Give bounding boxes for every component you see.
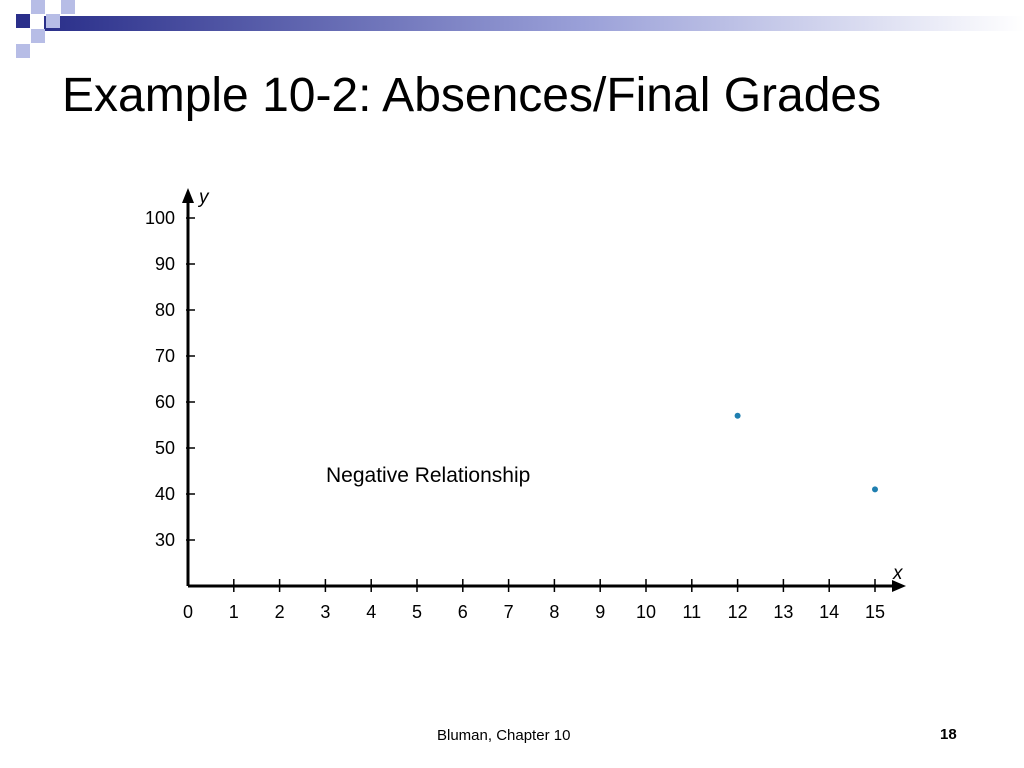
x-tick-label: 1 <box>229 602 239 622</box>
decor-square <box>31 29 45 43</box>
y-tick-label: 70 <box>155 346 175 366</box>
x-axis-label: x <box>892 563 904 584</box>
x-tick-label: 2 <box>275 602 285 622</box>
header-gradient-bar <box>44 16 1024 31</box>
chart-annotation: Negative Relationship <box>326 464 530 487</box>
y-tick-label: 100 <box>145 208 175 228</box>
x-tick-label: 4 <box>366 602 376 622</box>
y-tick-label: 60 <box>155 392 175 412</box>
x-tick-label: 9 <box>595 602 605 622</box>
x-tick-label: 8 <box>549 602 559 622</box>
y-tick-label: 80 <box>155 300 175 320</box>
x-tick-label: 5 <box>412 602 422 622</box>
decor-square <box>31 0 45 14</box>
decor-square <box>16 44 30 58</box>
x-tick-label: 3 <box>320 602 330 622</box>
slide-title: Example 10-2: Absences/Final Grades <box>62 69 882 122</box>
x-tick-label: 6 <box>458 602 468 622</box>
y-tick-label: 90 <box>155 254 175 274</box>
page-number: 18 <box>940 726 957 743</box>
data-point <box>872 486 878 493</box>
decor-square <box>61 0 75 14</box>
y-tick-label: 40 <box>155 484 175 504</box>
x-tick-label: 0 <box>183 602 193 622</box>
x-tick-label: 15 <box>865 602 885 622</box>
x-tick-label: 11 <box>682 602 701 622</box>
decor-square <box>16 14 30 28</box>
decor-square <box>46 14 60 28</box>
y-tick-label: 30 <box>155 530 175 550</box>
x-tick-label: 14 <box>819 602 839 622</box>
x-tick-label: 10 <box>636 602 656 622</box>
x-tick-label: 12 <box>728 602 748 622</box>
footer-source: Bluman, Chapter 10 <box>437 727 571 744</box>
x-tick-label: 13 <box>773 602 793 622</box>
x-tick-label: 7 <box>504 602 514 622</box>
y-axis-label: y <box>197 187 210 208</box>
y-axis-arrow <box>182 188 194 203</box>
data-point <box>734 412 741 419</box>
slide-decoration <box>16 0 1024 58</box>
x-axis-arrow <box>892 580 906 592</box>
y-tick-label: 50 <box>155 438 175 458</box>
